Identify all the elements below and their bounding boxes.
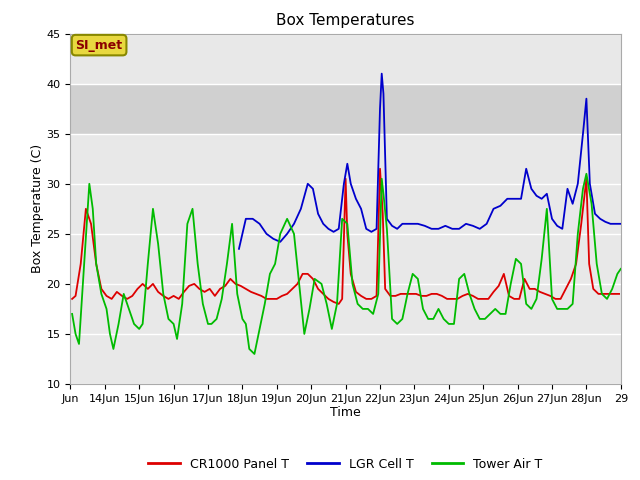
Text: SI_met: SI_met [76,38,123,52]
X-axis label: Time: Time [330,407,361,420]
Legend: CR1000 Panel T, LGR Cell T, Tower Air T: CR1000 Panel T, LGR Cell T, Tower Air T [143,453,548,476]
Bar [70,84,621,134]
Title: Box Temperatures: Box Temperatures [276,13,415,28]
Y-axis label: Box Temperature (C): Box Temperature (C) [31,144,44,274]
